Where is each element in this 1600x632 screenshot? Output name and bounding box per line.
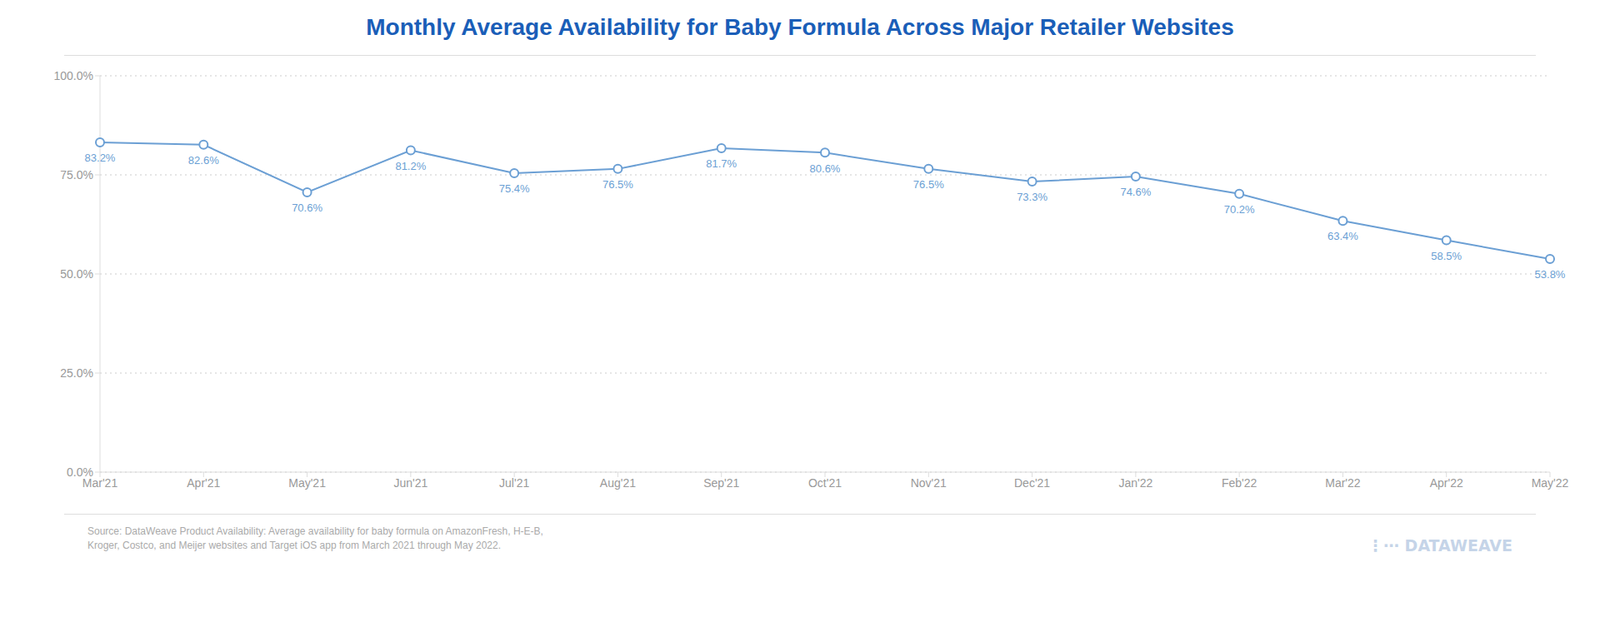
svg-text:58.5%: 58.5%: [1430, 250, 1462, 263]
svg-text:Jan'22: Jan'22: [1118, 476, 1153, 490]
svg-text:Oct'21: Oct'21: [808, 476, 842, 490]
svg-text:Apr'21: Apr'21: [186, 476, 220, 490]
svg-text:May'22: May'22: [1531, 476, 1570, 490]
svg-text:75.4%: 75.4%: [499, 182, 530, 195]
svg-text:100.0%: 100.0%: [54, 69, 94, 83]
svg-text:Feb'22: Feb'22: [1221, 476, 1258, 490]
html-text:Kroger, Costco, and Meijer web: Kroger, Costco, and Meijer websites and …: [87, 540, 501, 552]
svg-text:50.0%: 50.0%: [60, 267, 94, 281]
svg-text:Aug'21: Aug'21: [600, 476, 636, 490]
svg-text:70.6%: 70.6%: [291, 201, 323, 215]
svg-text:82.6%: 82.6%: [188, 154, 220, 167]
svg-text:80.6%: 80.6%: [810, 162, 841, 175]
svg-text:81.2%: 81.2%: [395, 160, 426, 173]
svg-text:May'21: May'21: [288, 476, 326, 490]
svg-text:53.8%: 53.8%: [1535, 268, 1566, 281]
svg-text:73.3%: 73.3%: [1016, 190, 1048, 204]
svg-text:76.5%: 76.5%: [913, 178, 945, 191]
svg-text:Mar'22: Mar'22: [1325, 476, 1361, 490]
svg-text:76.5%: 76.5%: [602, 178, 634, 191]
svg-text:Apr'22: Apr'22: [1430, 476, 1464, 490]
html-text:Source: DataWeave Product Avai: Source: DataWeave Product Availability: …: [87, 525, 544, 538]
svg-text:Nov'21: Nov'21: [910, 476, 947, 490]
svg-text:81.7%: 81.7%: [705, 157, 737, 170]
svg-text:63.4%: 63.4%: [1327, 230, 1359, 243]
svg-text:74.6%: 74.6%: [1120, 185, 1151, 199]
html-text:⋮⋯ DATAWEAVE: ⋮⋯ DATAWEAVE: [1367, 536, 1513, 555]
svg-text:25.0%: 25.0%: [60, 366, 94, 380]
svg-text:83.2%: 83.2%: [85, 151, 116, 165]
svg-text:0.0%: 0.0%: [66, 465, 94, 480]
svg-text:75.0%: 75.0%: [60, 168, 94, 182]
svg-text:Mar'21: Mar'21: [82, 476, 118, 490]
svg-text:Sep'21: Sep'21: [703, 476, 740, 490]
svg-text:70.2%: 70.2%: [1224, 203, 1255, 216]
svg-text:Jul'21: Jul'21: [499, 476, 530, 490]
svg-text:Jun'21: Jun'21: [393, 476, 428, 490]
svg-text:Dec'21: Dec'21: [1014, 476, 1050, 490]
html-text:Monthly Average Availability f: Monthly Average Availability for Baby Fo…: [366, 14, 1234, 40]
